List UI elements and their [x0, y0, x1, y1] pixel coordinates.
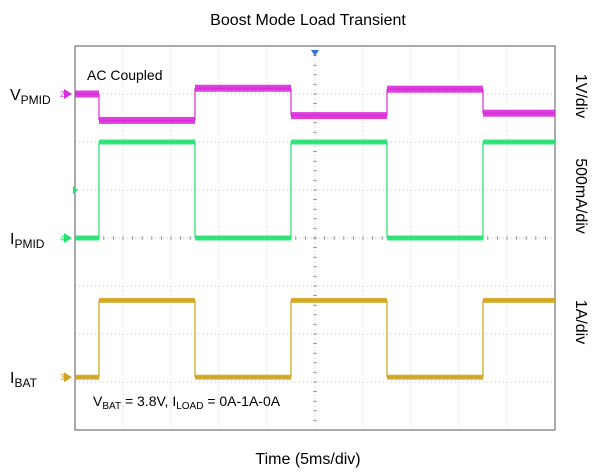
x-axis-label: Time (5ms/div)	[255, 451, 360, 468]
scale-label-ipmid: 500mA/div	[572, 158, 589, 234]
iload-sub: LOAD	[176, 401, 203, 412]
vbat-prefix: V	[93, 393, 103, 409]
trigger-level-marker	[73, 186, 78, 194]
ground-marker-vpmid	[64, 89, 72, 99]
trace-vpmid	[75, 84, 555, 124]
vbat-sub: BAT	[102, 401, 121, 412]
iload-value: = 0A-1A-0A	[203, 393, 280, 409]
vbat-value: = 3.8V,	[121, 393, 172, 409]
coupling-annotation: AC Coupled	[87, 67, 163, 83]
channel-number-vpmid: 2	[60, 90, 65, 99]
trigger-position-marker	[311, 50, 319, 56]
chart-title: Boost Mode Load Transient	[210, 12, 406, 29]
channel-label-ipmid: IPMID	[10, 231, 45, 251]
channel-number-ipmid: 4	[60, 234, 65, 243]
traces	[75, 84, 555, 380]
iload-prefix: I	[172, 393, 176, 409]
trace-ipmid	[75, 139, 555, 241]
scale-label-vpmid: 1V/div	[572, 74, 589, 118]
ground-marker-ibat	[64, 372, 72, 383]
channel-labels: VPMID 2 IPMID 4 IBAT 3	[10, 87, 78, 390]
scale-labels: 1V/div 500mA/div 1A/div	[572, 74, 589, 344]
conditions-annotation: VBAT = 3.8V, ILOAD = 0A-1A-0A	[93, 393, 281, 412]
channel-label-ibat: IBAT	[10, 370, 38, 390]
channel-number-ibat: 3	[60, 373, 65, 382]
scale-label-ibat: 1A/div	[572, 300, 589, 344]
channel-label-vpmid: VPMID	[10, 87, 51, 107]
ground-marker-ipmid	[64, 233, 72, 243]
trace-ibat	[75, 297, 555, 380]
